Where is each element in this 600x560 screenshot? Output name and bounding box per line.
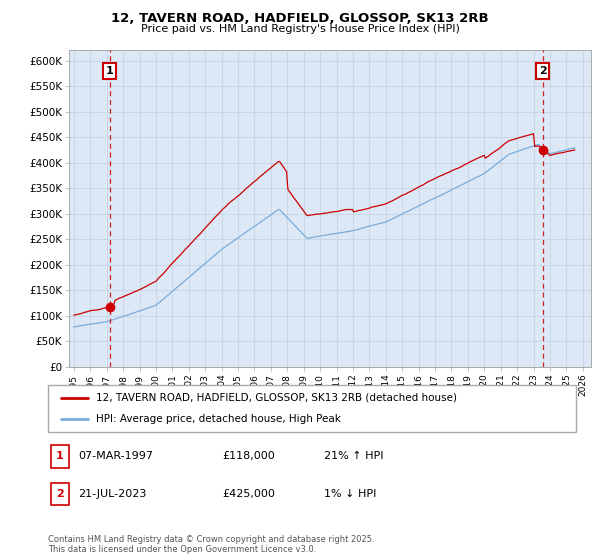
Text: 1% ↓ HPI: 1% ↓ HPI — [324, 489, 376, 499]
Text: 2: 2 — [56, 489, 64, 499]
Text: 07-MAR-1997: 07-MAR-1997 — [78, 451, 153, 461]
Text: 2: 2 — [539, 66, 547, 76]
Text: HPI: Average price, detached house, High Peak: HPI: Average price, detached house, High… — [95, 414, 340, 424]
Text: Price paid vs. HM Land Registry's House Price Index (HPI): Price paid vs. HM Land Registry's House … — [140, 24, 460, 34]
Text: 1: 1 — [106, 66, 113, 76]
Text: 1: 1 — [56, 451, 64, 461]
Text: Contains HM Land Registry data © Crown copyright and database right 2025.
This d: Contains HM Land Registry data © Crown c… — [48, 535, 374, 554]
Text: £425,000: £425,000 — [222, 489, 275, 499]
Text: £118,000: £118,000 — [222, 451, 275, 461]
Text: 21-JUL-2023: 21-JUL-2023 — [78, 489, 146, 499]
Text: 12, TAVERN ROAD, HADFIELD, GLOSSOP, SK13 2RB (detached house): 12, TAVERN ROAD, HADFIELD, GLOSSOP, SK13… — [95, 393, 457, 403]
Text: 12, TAVERN ROAD, HADFIELD, GLOSSOP, SK13 2RB: 12, TAVERN ROAD, HADFIELD, GLOSSOP, SK13… — [111, 12, 489, 25]
Text: 21% ↑ HPI: 21% ↑ HPI — [324, 451, 383, 461]
